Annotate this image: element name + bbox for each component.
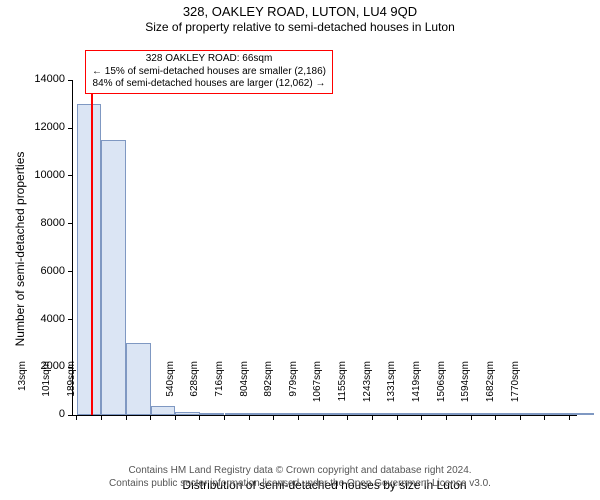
footer-line: Contains HM Land Registry data © Crown c… <box>0 465 600 478</box>
histogram-bar <box>570 413 595 415</box>
histogram-bar <box>77 104 102 415</box>
x-tick-label: 1067sqm <box>312 361 323 421</box>
histogram-bar <box>249 413 274 415</box>
info-box: 328 OAKLEY ROAD: 66sqm← 15% of semi-deta… <box>85 50 333 94</box>
info-box-line: 328 OAKLEY ROAD: 66sqm <box>92 53 326 66</box>
y-tick-label: 14000 <box>15 73 65 85</box>
title-main: 328, OAKLEY ROAD, LUTON, LU4 9QD <box>0 0 600 20</box>
x-tick-label: 1506sqm <box>436 361 447 421</box>
info-box-line: 84% of semi-detached houses are larger (… <box>92 78 326 91</box>
footer-attribution: Contains HM Land Registry data © Crown c… <box>0 465 600 490</box>
y-axis-title: Number of semi-detached properties <box>13 151 27 346</box>
histogram-bar <box>101 140 126 415</box>
x-tick-label: 1419sqm <box>411 361 422 421</box>
histogram-bar <box>422 413 447 415</box>
x-tick-label: 1331sqm <box>386 361 397 421</box>
histogram-bar <box>520 413 545 415</box>
y-tick-label: 12000 <box>15 121 65 133</box>
histogram-bar <box>348 413 373 415</box>
histogram-bar <box>126 343 151 415</box>
x-tick-label: 189sqm <box>66 361 77 421</box>
histogram-bar <box>323 413 348 415</box>
x-tick-label: 1155sqm <box>337 361 348 421</box>
histogram-bar <box>200 413 225 415</box>
x-tick-label: 716sqm <box>214 361 225 421</box>
histogram-bar <box>225 413 250 415</box>
x-tick-label: 804sqm <box>239 361 250 421</box>
footer-line: Contains public sector information licen… <box>0 478 600 491</box>
info-box-line: ← 15% of semi-detached houses are smalle… <box>92 66 326 79</box>
plot-region: 0200040006000800010000120001400013sqm101… <box>72 81 577 416</box>
histogram-bar <box>446 413 471 415</box>
x-tick-label: 979sqm <box>288 361 299 421</box>
title-sub: Size of property relative to semi-detach… <box>0 20 600 35</box>
histogram-bar <box>274 413 299 415</box>
histogram-bar <box>496 413 521 415</box>
x-tick-label: 892sqm <box>263 361 274 421</box>
histogram-bar <box>545 413 570 415</box>
chart-container: { "title_main": "328, OAKLEY ROAD, LUTON… <box>0 0 600 500</box>
x-tick-label: 101sqm <box>41 361 52 421</box>
x-tick-label: 1682sqm <box>485 361 496 421</box>
histogram-bar <box>151 406 176 416</box>
x-tick-label: 1594sqm <box>460 361 471 421</box>
histogram-bar <box>471 413 496 415</box>
histogram-bar <box>299 413 324 415</box>
x-tick-label: 1770sqm <box>510 361 521 421</box>
subject-property-marker <box>91 81 93 415</box>
x-tick-label: 13sqm <box>17 361 28 421</box>
histogram-bar <box>397 413 422 415</box>
histogram-bar <box>175 412 200 415</box>
histogram-bar <box>372 413 397 415</box>
x-tick-label: 1243sqm <box>362 361 373 421</box>
